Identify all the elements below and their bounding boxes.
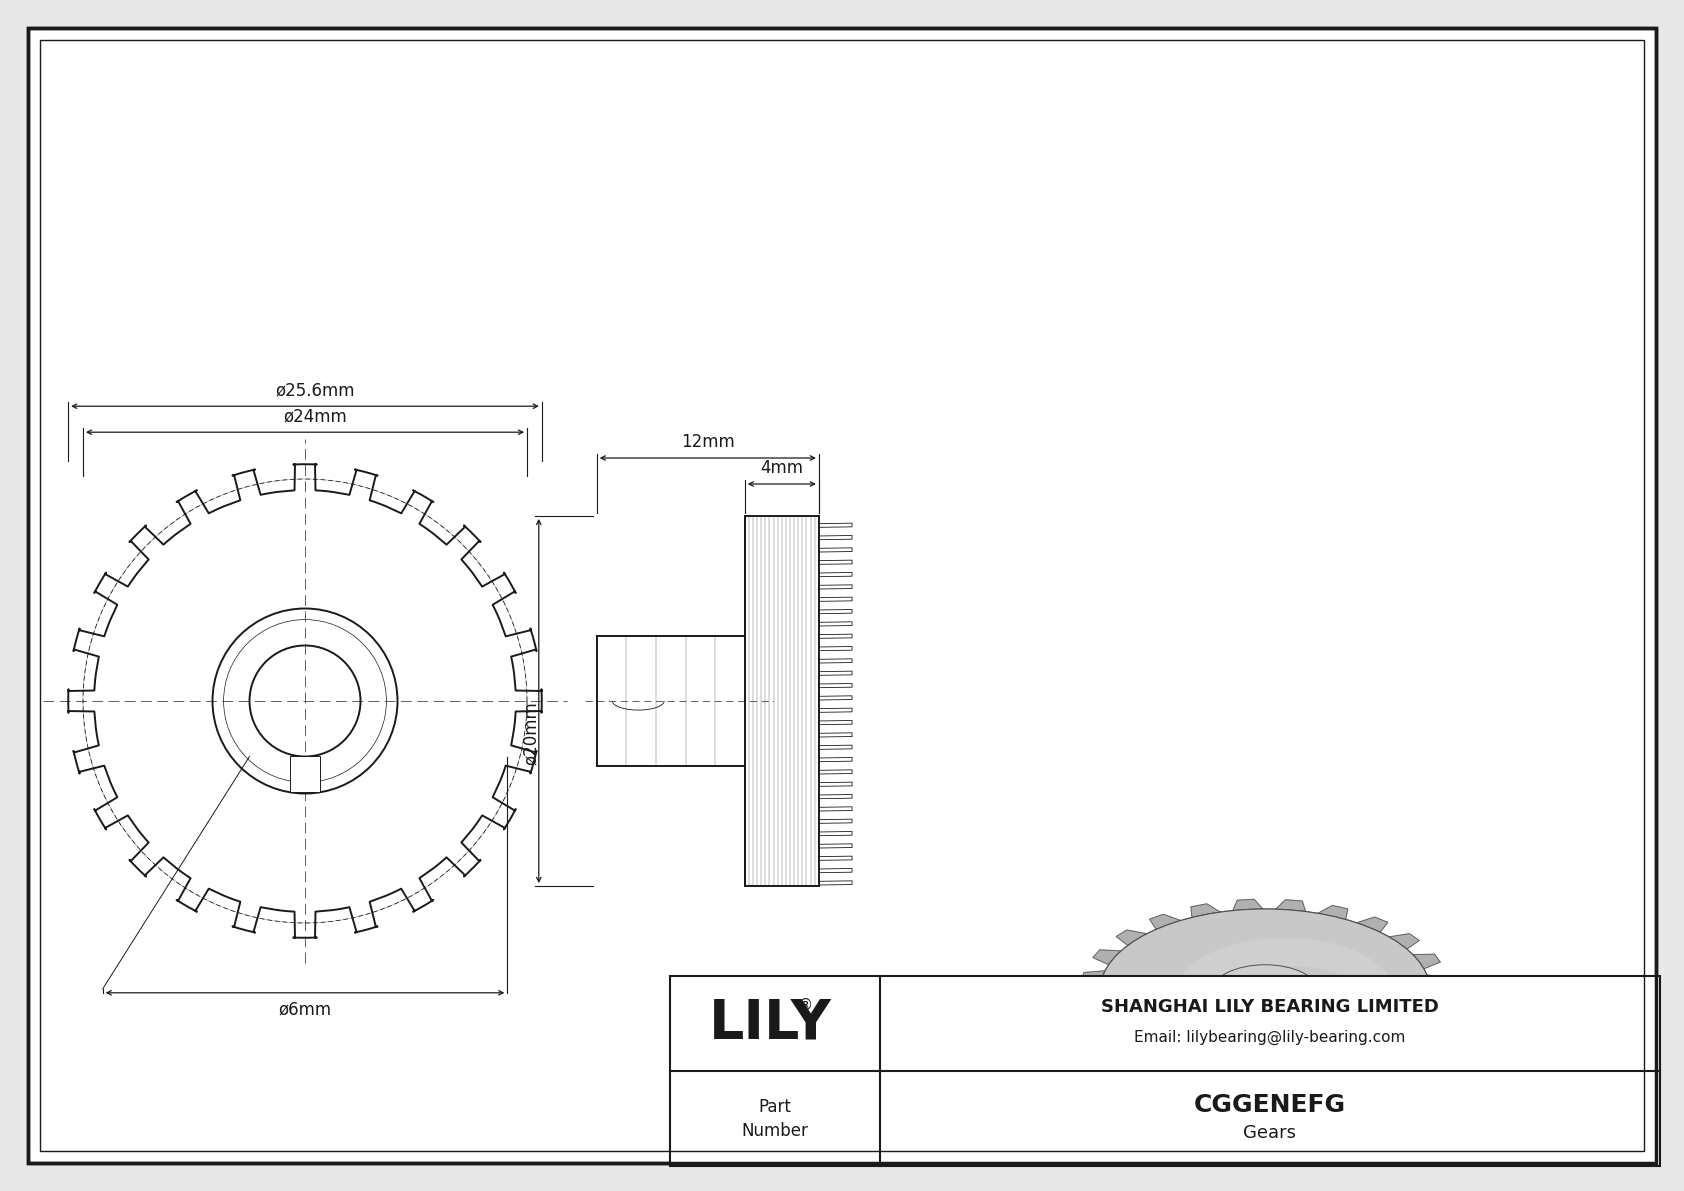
Ellipse shape [1100,909,1430,1073]
Polygon shape [1081,992,1103,1008]
Text: ø6mm: ø6mm [278,1000,332,1018]
Ellipse shape [1154,936,1425,1071]
Polygon shape [1150,915,1180,929]
Text: Email: lilybearing@lily-bearing.com: Email: lilybearing@lily-bearing.com [1135,1030,1406,1045]
Text: SHANGHAI LILY BEARING LIMITED: SHANGHAI LILY BEARING LIMITED [1101,998,1438,1016]
Polygon shape [1191,904,1221,917]
Polygon shape [1389,934,1420,949]
Polygon shape [1233,899,1263,911]
Ellipse shape [1297,1004,1305,1008]
Text: ø25.6mm: ø25.6mm [274,381,355,399]
Polygon shape [1413,954,1440,968]
Text: Gears: Gears [1243,1123,1297,1141]
Text: 12mm: 12mm [680,434,734,451]
Text: 4mm: 4mm [759,459,803,478]
Text: Part: Part [758,1097,791,1116]
Text: ®: ® [798,998,813,1014]
Text: ø24mm: ø24mm [283,407,347,425]
Polygon shape [1081,971,1105,986]
Ellipse shape [1229,974,1335,1027]
Ellipse shape [1297,1004,1305,1008]
Ellipse shape [1212,965,1319,1017]
Ellipse shape [1239,978,1292,1004]
Polygon shape [1116,930,1147,946]
Bar [290,755,320,792]
Ellipse shape [1100,909,1430,1073]
Text: ø20mm: ø20mm [522,701,541,765]
Bar [670,975,1660,1166]
Polygon shape [1426,975,1450,990]
Ellipse shape [1239,978,1292,1004]
Polygon shape [1319,905,1347,919]
Text: CGGENEFG: CGGENEFG [1194,1092,1346,1116]
Polygon shape [1357,917,1388,933]
Polygon shape [1093,950,1122,965]
Text: LILY: LILY [709,997,832,1050]
Polygon shape [1265,924,1435,1077]
Text: Number: Number [741,1122,808,1140]
Polygon shape [1276,899,1305,911]
Ellipse shape [1212,965,1319,1017]
